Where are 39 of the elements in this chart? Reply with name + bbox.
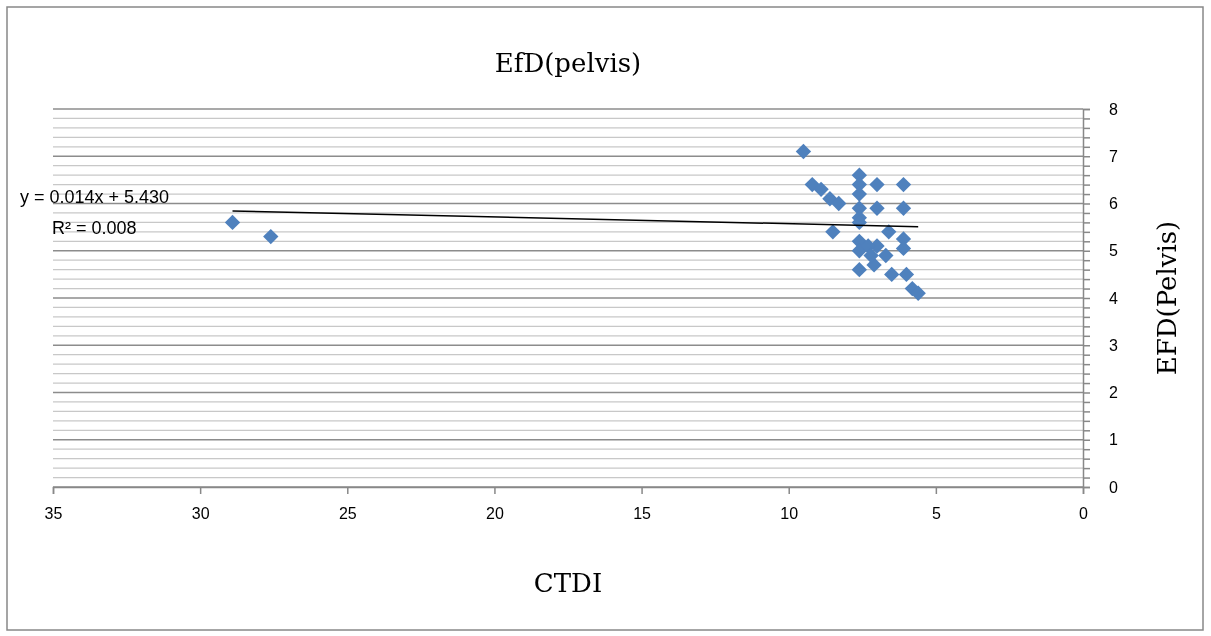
y-tick-label: 3 — [1109, 336, 1118, 354]
y-tick-label: 7 — [1109, 147, 1118, 165]
annotation: R² = 0.008 — [52, 218, 137, 238]
x-tick-label: 5 — [931, 505, 941, 523]
point — [884, 266, 900, 283]
point — [263, 228, 279, 245]
x-tick-label: 20 — [486, 505, 504, 523]
y-tick-label: 6 — [1109, 195, 1118, 213]
point — [895, 176, 912, 193]
y-tick-label: 5 — [1109, 242, 1118, 260]
y-tick-label: 0 — [1109, 478, 1118, 496]
point — [795, 143, 812, 160]
point — [224, 214, 241, 231]
x-tick-label: 15 — [633, 505, 652, 523]
point — [881, 224, 897, 240]
point — [813, 181, 829, 197]
point — [851, 261, 868, 278]
point — [869, 176, 885, 193]
point — [863, 247, 879, 264]
point — [804, 176, 820, 193]
x-tick-label: 10 — [780, 505, 799, 523]
x-tick-label: 30 — [191, 505, 210, 523]
y-axis-title: EFD(Pelvis) — [1152, 220, 1182, 376]
chart-title: EfD(pelvis) — [494, 48, 642, 78]
x-tick-label: 25 — [338, 505, 357, 523]
x-axis-title: CTDI — [533, 568, 603, 598]
annotation: y = 0.014x + 5.430 — [20, 187, 170, 207]
point — [898, 266, 915, 283]
point — [869, 200, 885, 216]
y-tick-label: 1 — [1109, 431, 1118, 449]
point — [895, 200, 912, 216]
point — [878, 247, 894, 264]
x-tick-label: 0 — [1079, 505, 1089, 523]
y-tick-label: 2 — [1109, 384, 1118, 402]
y-tick-label: 8 — [1109, 100, 1118, 118]
point — [831, 195, 847, 212]
x-tick-label: 35 — [44, 505, 63, 523]
y-tick-label: 4 — [1109, 289, 1118, 307]
point — [825, 224, 841, 240]
